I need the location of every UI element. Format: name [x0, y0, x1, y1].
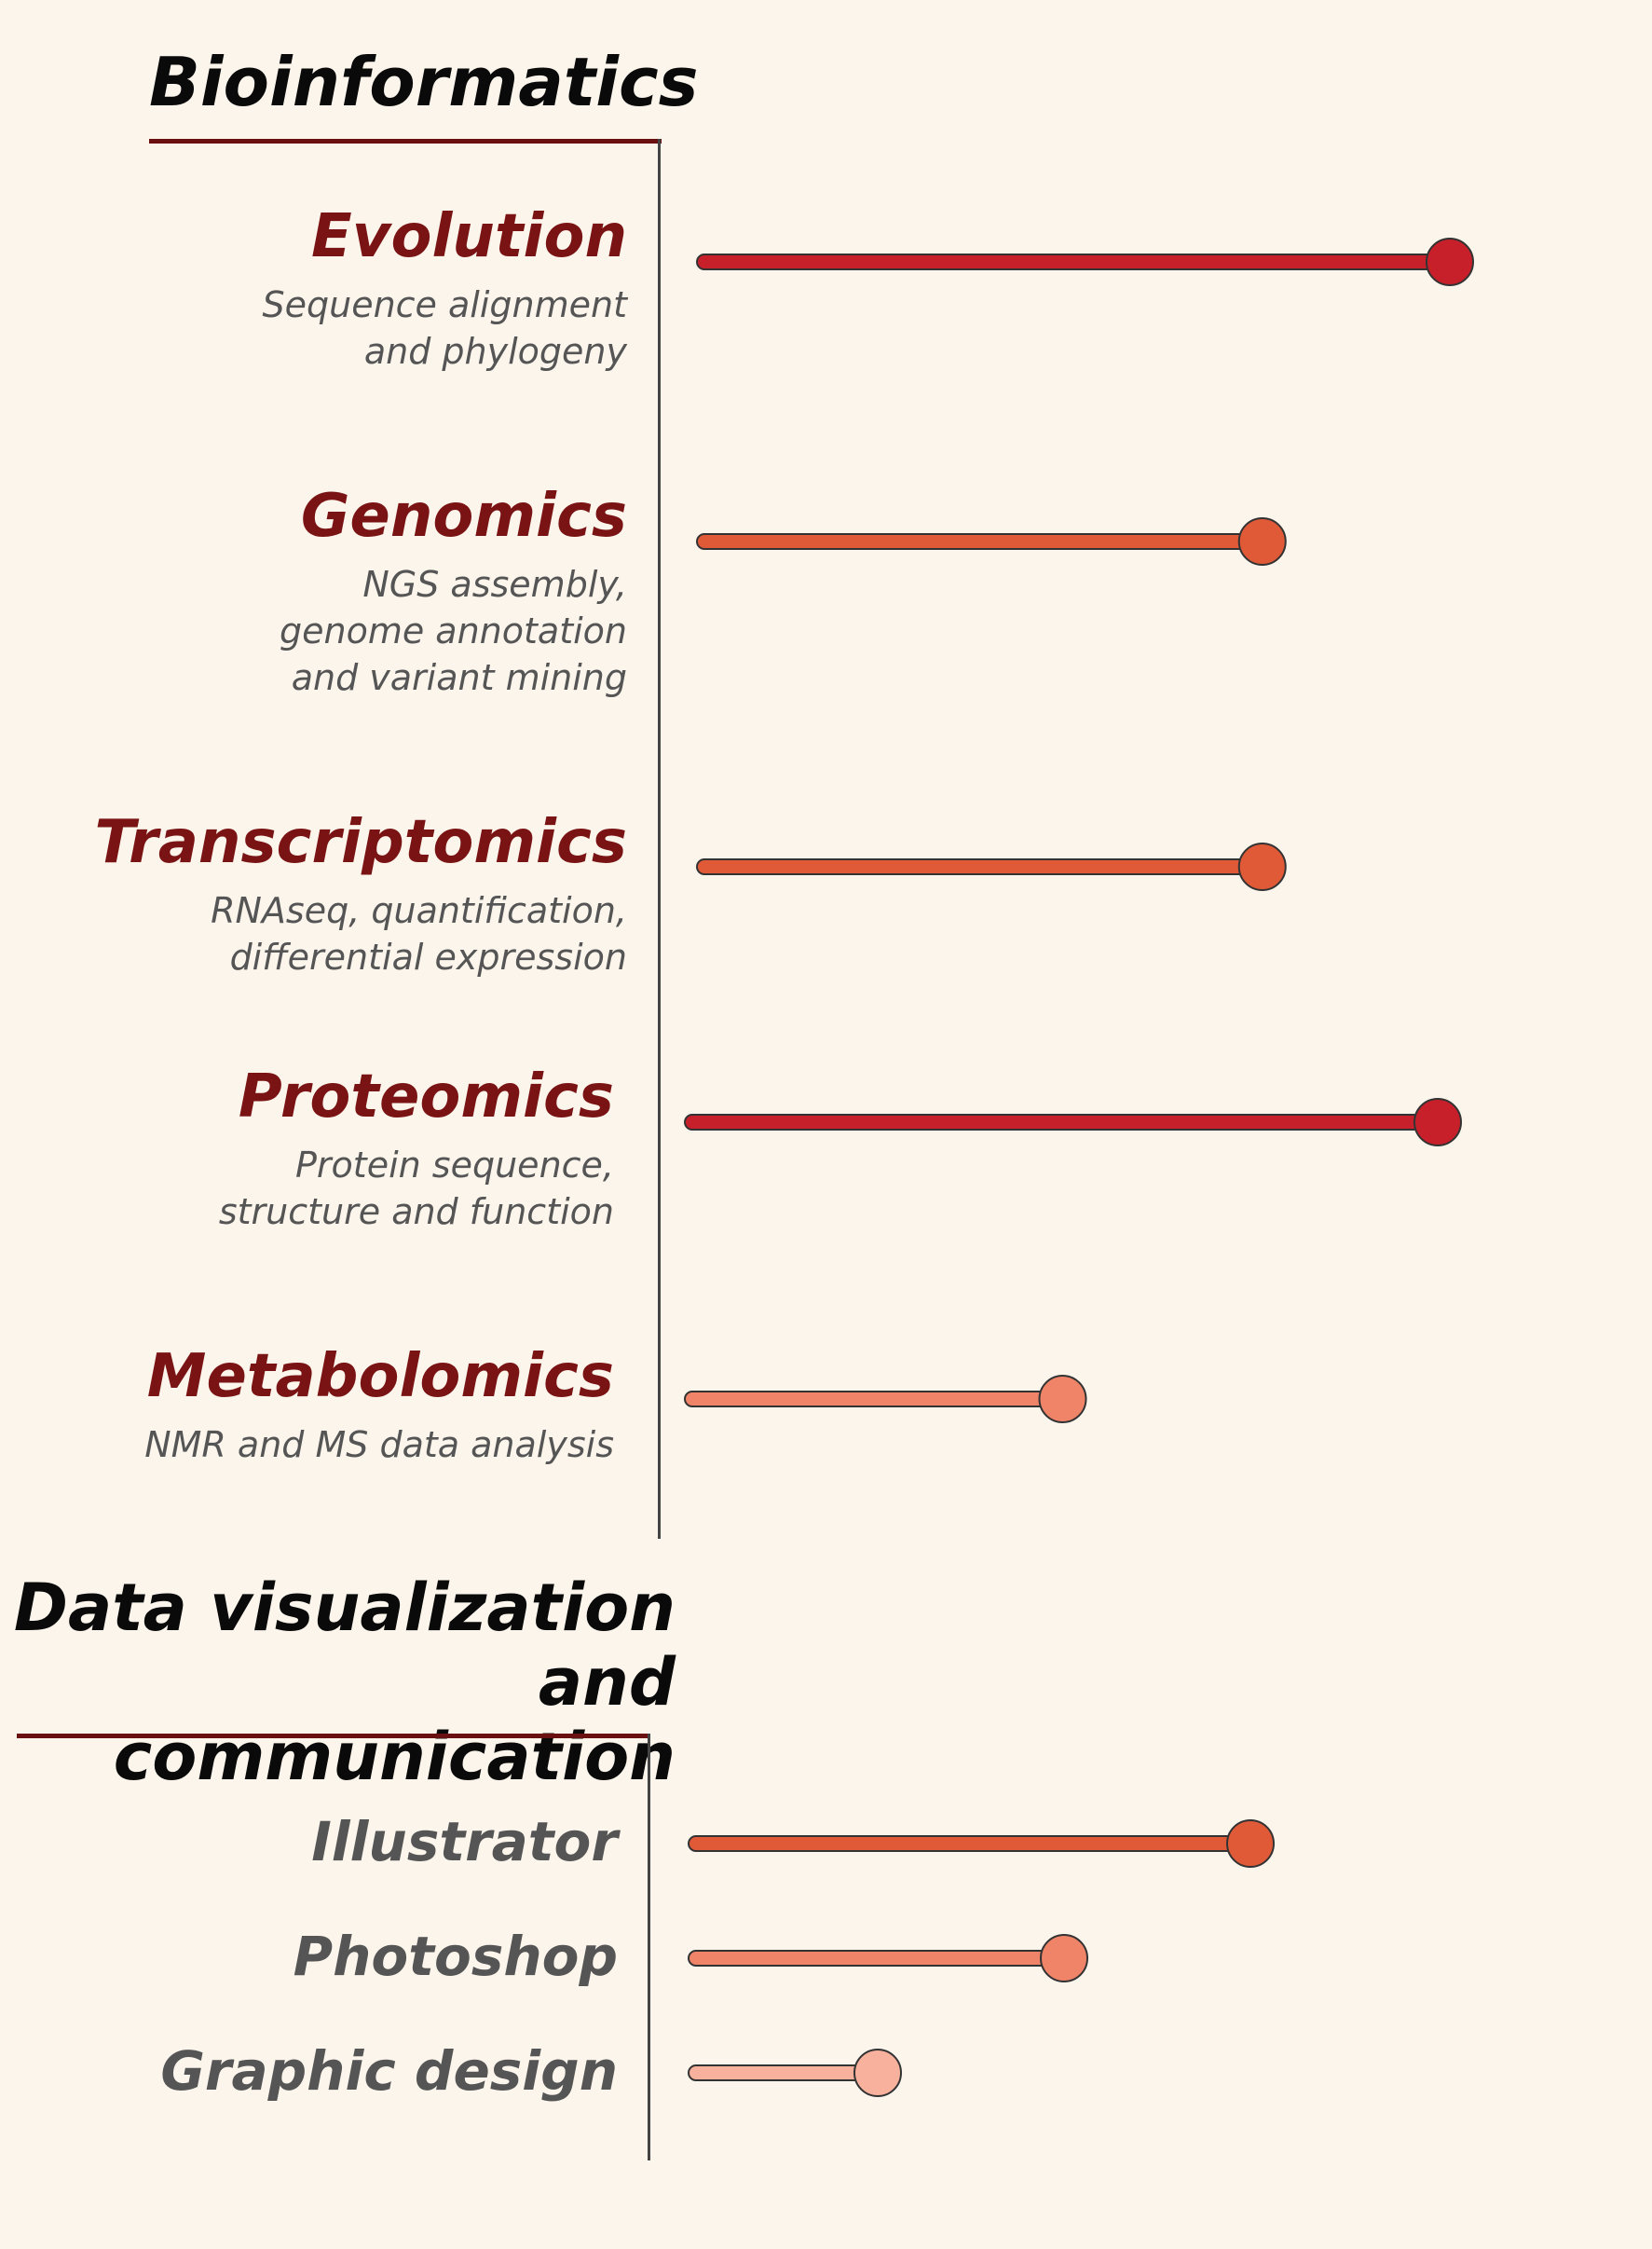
skill-description-evolution: Sequence alignment and phylogeny: [262, 284, 627, 372]
skill-name-transcriptomics: Transcriptomics: [94, 808, 628, 877]
skill-marker-evolution: [1426, 238, 1474, 286]
skill-name-photoshop: Photoshop: [293, 1925, 618, 1988]
skill-marker-graphic-design: [853, 2049, 902, 2097]
skill-bar-genomics: [696, 533, 1263, 550]
skill-description-genomics: NGS assembly, genome annotation and vari…: [280, 564, 627, 698]
skill-name-illustrator: Illustrator: [311, 1810, 618, 1873]
skill-marker-proteomics: [1413, 1098, 1462, 1146]
skill-marker-photoshop: [1040, 1934, 1088, 1982]
skill-bar-photoshop: [688, 1950, 1065, 1967]
skill-bar-proteomics: [684, 1114, 1439, 1131]
skill-name-proteomics: Proteomics: [238, 1063, 614, 1131]
data-visualization-axis-line: [648, 1734, 650, 2160]
bioinformatics-heading: Bioinformatics: [149, 43, 699, 121]
skill-description-metabolomics: NMR and MS data analysis: [144, 1424, 614, 1465]
bioinformatics-axis-line: [658, 139, 661, 1539]
skill-bar-metabolomics: [684, 1391, 1064, 1407]
skill-name-evolution: Evolution: [311, 202, 627, 271]
skill-marker-transcriptomics: [1237, 843, 1287, 891]
skill-marker-genomics: [1237, 517, 1287, 566]
skill-description-proteomics: Protein sequence, structure and function: [218, 1145, 614, 1232]
skill-name-genomics: Genomics: [300, 482, 627, 551]
bioinformatics-heading-underline: [149, 139, 662, 144]
skill-marker-metabolomics: [1038, 1375, 1087, 1423]
skill-bar-evolution: [696, 254, 1451, 270]
skill-description-transcriptomics: RNAseq, quantification, differential exp…: [211, 890, 627, 978]
data-visualization-heading-underline: [17, 1734, 650, 1738]
skill-name-metabolomics: Metabolomics: [146, 1342, 614, 1411]
skill-bar-illustrator: [688, 1835, 1251, 1852]
skill-bar-transcriptomics: [696, 858, 1263, 875]
skill-bar-graphic-design: [688, 2064, 879, 2081]
skill-name-graphic-design: Graphic design: [160, 2039, 618, 2103]
data-visualization-heading: Data visualization and communication: [13, 1570, 676, 1795]
skill-marker-illustrator: [1226, 1819, 1275, 1868]
